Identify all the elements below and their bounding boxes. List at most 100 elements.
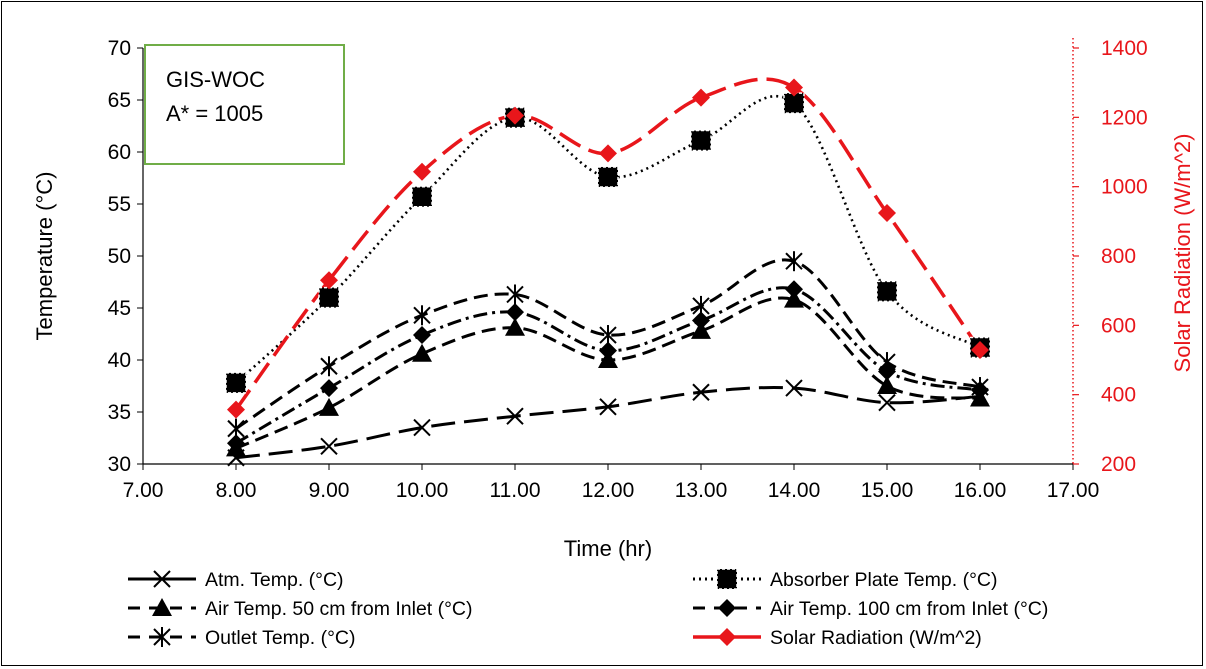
series-line-1 bbox=[235, 95, 981, 384]
x-tick-label: 13.00 bbox=[675, 479, 728, 502]
data-point-s0-p1 bbox=[320, 437, 338, 456]
legend-label: Solar Radiation (W/m^2) bbox=[770, 627, 982, 649]
y-tick-label: 35 bbox=[108, 401, 131, 424]
legend-entry-5: Solar Radiation (W/m^2) bbox=[693, 627, 982, 649]
data-point-s0-p3-stroke bbox=[506, 407, 524, 425]
data-point-s5-p4 bbox=[599, 144, 617, 163]
data-point-s0-p3 bbox=[506, 407, 524, 425]
data-point-s3-p2 bbox=[413, 326, 431, 345]
data-point-s0-p1-stroke bbox=[320, 437, 338, 456]
y2-tick-label: 200 bbox=[1101, 453, 1136, 476]
data-point-s0-p5 bbox=[692, 383, 710, 401]
data-point-s2-p2 bbox=[412, 343, 432, 362]
data-point-s4-p8 bbox=[971, 377, 989, 398]
data-point-s1-p4 bbox=[597, 166, 619, 188]
x-tick-label: 10.00 bbox=[396, 479, 449, 502]
annotation-border bbox=[144, 44, 345, 165]
legend-label: Air Temp. 50 cm from Inlet (°C) bbox=[205, 598, 473, 620]
data-point-s2-p5 bbox=[691, 320, 711, 339]
legend-label: Outlet Temp. (°C) bbox=[205, 627, 355, 649]
y-tick-label: 60 bbox=[108, 141, 131, 164]
x-tick-label: 15.00 bbox=[861, 479, 914, 502]
series-markers bbox=[225, 78, 991, 467]
data-point-s1-p5 bbox=[690, 129, 712, 152]
data-point-s4-p2 bbox=[413, 305, 431, 326]
x-tick-label: 8.00 bbox=[216, 479, 257, 502]
data-point-s3-p3 bbox=[506, 303, 524, 322]
data-point-s2-p3 bbox=[505, 317, 525, 336]
legend-entry-3: Air Temp. 100 cm from Inlet (°C) bbox=[693, 598, 1048, 620]
data-point-s5-p7 bbox=[878, 204, 896, 223]
data-point-s3-p1 bbox=[320, 379, 338, 398]
series-lines bbox=[234, 77, 982, 460]
data-point-s5-p8 bbox=[971, 340, 989, 359]
y-axis-title: Temperature (°C) bbox=[32, 172, 57, 341]
y2-tick-label: 600 bbox=[1101, 314, 1136, 337]
legend-entry-4: Outlet Temp. (°C) bbox=[128, 627, 355, 649]
data-point-s5-p6 bbox=[785, 78, 803, 97]
annotation-line-1: GIS-WOC bbox=[166, 67, 265, 92]
y2-tick-label: 1000 bbox=[1101, 176, 1148, 199]
y2-tick-label: 1400 bbox=[1101, 37, 1148, 60]
data-point-s4-p0 bbox=[227, 418, 245, 439]
series-line-0 bbox=[235, 386, 981, 460]
data-point-s3-p0 bbox=[227, 434, 245, 453]
legend-swatch-marker bbox=[718, 599, 736, 617]
legend-entry-2: Air Temp. 50 cm from Inlet (°C) bbox=[128, 598, 473, 620]
data-point-s5-p3 bbox=[506, 106, 524, 125]
y-tick-label: 40 bbox=[108, 349, 131, 372]
y2-tick-label: 1200 bbox=[1101, 106, 1148, 129]
data-point-s1-p2 bbox=[411, 185, 433, 208]
data-point-s4-p6 bbox=[785, 251, 803, 272]
data-point-s3-p6 bbox=[785, 280, 803, 299]
data-point-s1-p0 bbox=[225, 372, 247, 394]
data-point-s4-p4 bbox=[599, 325, 617, 346]
data-point-s0-p6 bbox=[785, 379, 803, 397]
axes: 7.00 8.00 9.00 10.00 11.00 12.00 13.00 14.00 15.… bbox=[108, 37, 1148, 502]
data-point-s4-p7 bbox=[878, 352, 896, 373]
data-point-s5-p2 bbox=[413, 162, 431, 181]
x-tick-label: 9.00 bbox=[309, 479, 350, 502]
series-line-2 bbox=[235, 296, 981, 450]
legend-label: Absorber Plate Temp. (°C) bbox=[770, 569, 997, 591]
data-point-s3-p5 bbox=[692, 311, 710, 330]
legend-entry-1: Absorber Plate Temp. (°C) bbox=[693, 568, 997, 591]
legend-swatch-marker bbox=[153, 627, 171, 647]
y2-axis-title: Solar Radiation (W/m^2) bbox=[1170, 134, 1195, 373]
data-point-s0-p7-stroke bbox=[878, 393, 896, 412]
data-point-s4-p3 bbox=[506, 284, 524, 305]
legend-entry-0: Atm. Temp. (°C) bbox=[128, 569, 344, 591]
x-axis-title: Time (hr) bbox=[564, 536, 652, 561]
data-point-s0-p2 bbox=[413, 418, 431, 437]
x-tick-label: 14.00 bbox=[768, 479, 821, 502]
data-point-s0-p7 bbox=[878, 393, 896, 412]
annotation-box: GIS-WOC A* = 1005 bbox=[144, 44, 345, 165]
data-point-s4-p1 bbox=[320, 356, 338, 377]
data-point-s0-p5-stroke bbox=[692, 383, 710, 401]
x-tick-label: 7.00 bbox=[123, 479, 164, 502]
y-tick-label: 30 bbox=[108, 453, 131, 476]
data-point-s4-p5 bbox=[692, 295, 710, 316]
data-point-s5-p1 bbox=[320, 271, 338, 290]
legend-swatch-marker bbox=[152, 598, 172, 616]
data-point-s3-p4 bbox=[599, 341, 617, 360]
data-point-s0-p4-stroke bbox=[599, 398, 617, 416]
y-tick-label: 50 bbox=[108, 245, 131, 268]
x-tick-label: 12.00 bbox=[582, 479, 635, 502]
y2-tick-label: 800 bbox=[1101, 245, 1136, 268]
data-point-s1-p1 bbox=[318, 286, 340, 309]
y-tick-label: 55 bbox=[108, 193, 131, 216]
legend-label: Atm. Temp. (°C) bbox=[205, 569, 344, 591]
y2-tick-label: 400 bbox=[1101, 384, 1136, 407]
data-point-s0-p2-stroke bbox=[413, 418, 431, 437]
data-point-s0-p4 bbox=[599, 398, 617, 416]
legend: Atm. Temp. (°C) Absorber Plate Temp. (°C)… bbox=[128, 568, 1048, 649]
x-tick-label: 17.00 bbox=[1047, 479, 1100, 502]
data-point-s5-p5 bbox=[692, 88, 710, 107]
y-tick-label: 70 bbox=[108, 37, 131, 60]
x-tick-label: 16.00 bbox=[954, 479, 1007, 502]
annotation-line-2: A* = 1005 bbox=[166, 101, 263, 126]
data-point-s5-p0 bbox=[227, 400, 245, 419]
